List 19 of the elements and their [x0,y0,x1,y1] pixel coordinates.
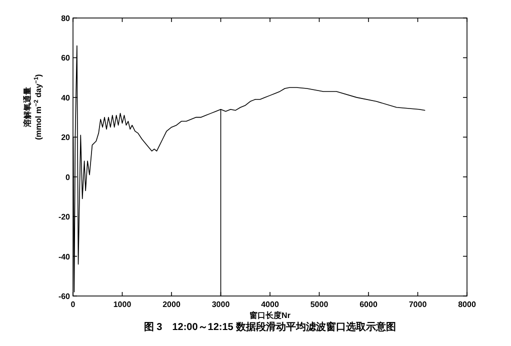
x-axis-title: 窗口长度Nr [250,310,290,320]
y-tick-label: -20 [58,212,71,222]
y-tick-label: 40 [61,93,71,102]
x-tick-label: 6000 [360,300,378,309]
y-tick-label: -60 [58,292,71,301]
y-tick-label: 80 [61,14,71,23]
plot: 0 1000 2000 3000 4000 5000 6000 7000 8000 -60 -40 -20 0 20 40 60 80 [58,14,476,309]
x-tick-label: 3000 [212,300,230,309]
x-tick-label: 2000 [162,300,181,309]
caption: 图 3 12:00～12:15 数据段滑动平均滤波窗口选取示意图 [144,321,396,333]
x-tick-label: 1000 [113,300,132,309]
x-tick-label: 4000 [261,300,280,309]
x-tick-label: 5000 [310,300,329,309]
y-tick-label: 60 [61,54,71,63]
y-tick-label: 20 [61,133,71,142]
x-tick-label: 7000 [408,300,428,309]
y-tick-label: -40 [58,252,71,262]
y-tick-label: 0 [66,172,71,182]
x-tick-label: 8000 [458,300,476,309]
